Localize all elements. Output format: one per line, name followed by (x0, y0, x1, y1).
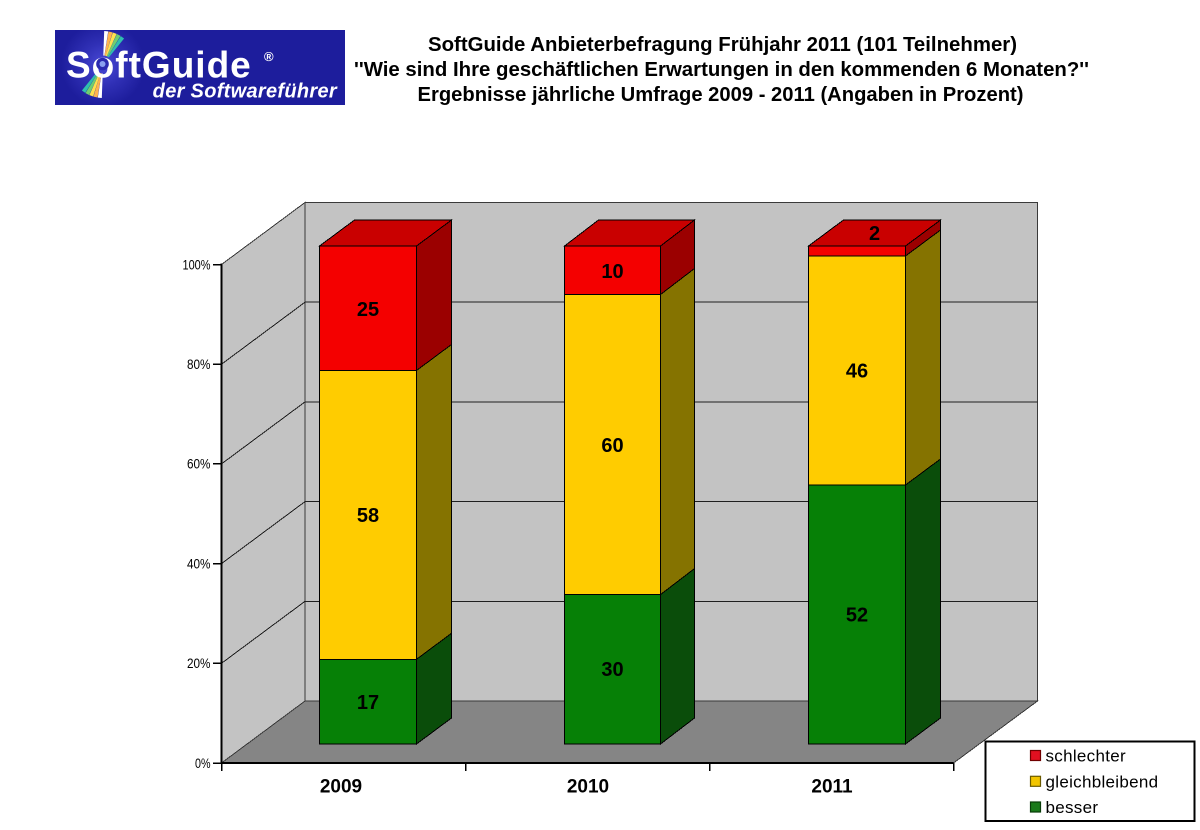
svg-text:gleichbleibend: gleichbleibend (1046, 772, 1159, 791)
svg-text:0%: 0% (195, 756, 211, 771)
svg-text:besser: besser (1046, 798, 1099, 817)
svg-text:58: 58 (357, 505, 379, 527)
svg-text:der Softwareführer: der Softwareführer (153, 81, 338, 103)
svg-text:60%: 60% (187, 457, 211, 472)
svg-text:®: ® (264, 49, 274, 64)
svg-text:30: 30 (601, 659, 623, 681)
svg-text:''Wie sind Ihre geschäftlichen: ''Wie sind Ihre geschäftlichen Erwartung… (354, 59, 1089, 81)
svg-text:2010: 2010 (567, 777, 609, 798)
svg-text:20%: 20% (187, 656, 211, 671)
svg-text:52: 52 (846, 605, 868, 627)
svg-text:Ergebnisse jährliche Umfrage 2: Ergebnisse jährliche Umfrage 2009 - 2011… (418, 84, 1024, 106)
svg-text:schlechter: schlechter (1046, 747, 1127, 766)
svg-text:60: 60 (601, 435, 623, 457)
svg-text:17: 17 (357, 692, 379, 714)
svg-text:100%: 100% (183, 257, 211, 272)
svg-text:46: 46 (846, 361, 868, 383)
svg-text:25: 25 (357, 299, 379, 321)
svg-text:SoftGuide: SoftGuide (66, 45, 252, 86)
svg-text:10: 10 (601, 261, 623, 283)
svg-text:80%: 80% (187, 357, 211, 372)
svg-text:40%: 40% (187, 556, 211, 571)
svg-text:2: 2 (869, 223, 880, 245)
svg-text:2009: 2009 (320, 777, 362, 798)
svg-text:SoftGuide Anbieterbefragung Fr: SoftGuide Anbieterbefragung Frühjahr 201… (428, 34, 1017, 56)
svg-text:2011: 2011 (811, 777, 853, 798)
